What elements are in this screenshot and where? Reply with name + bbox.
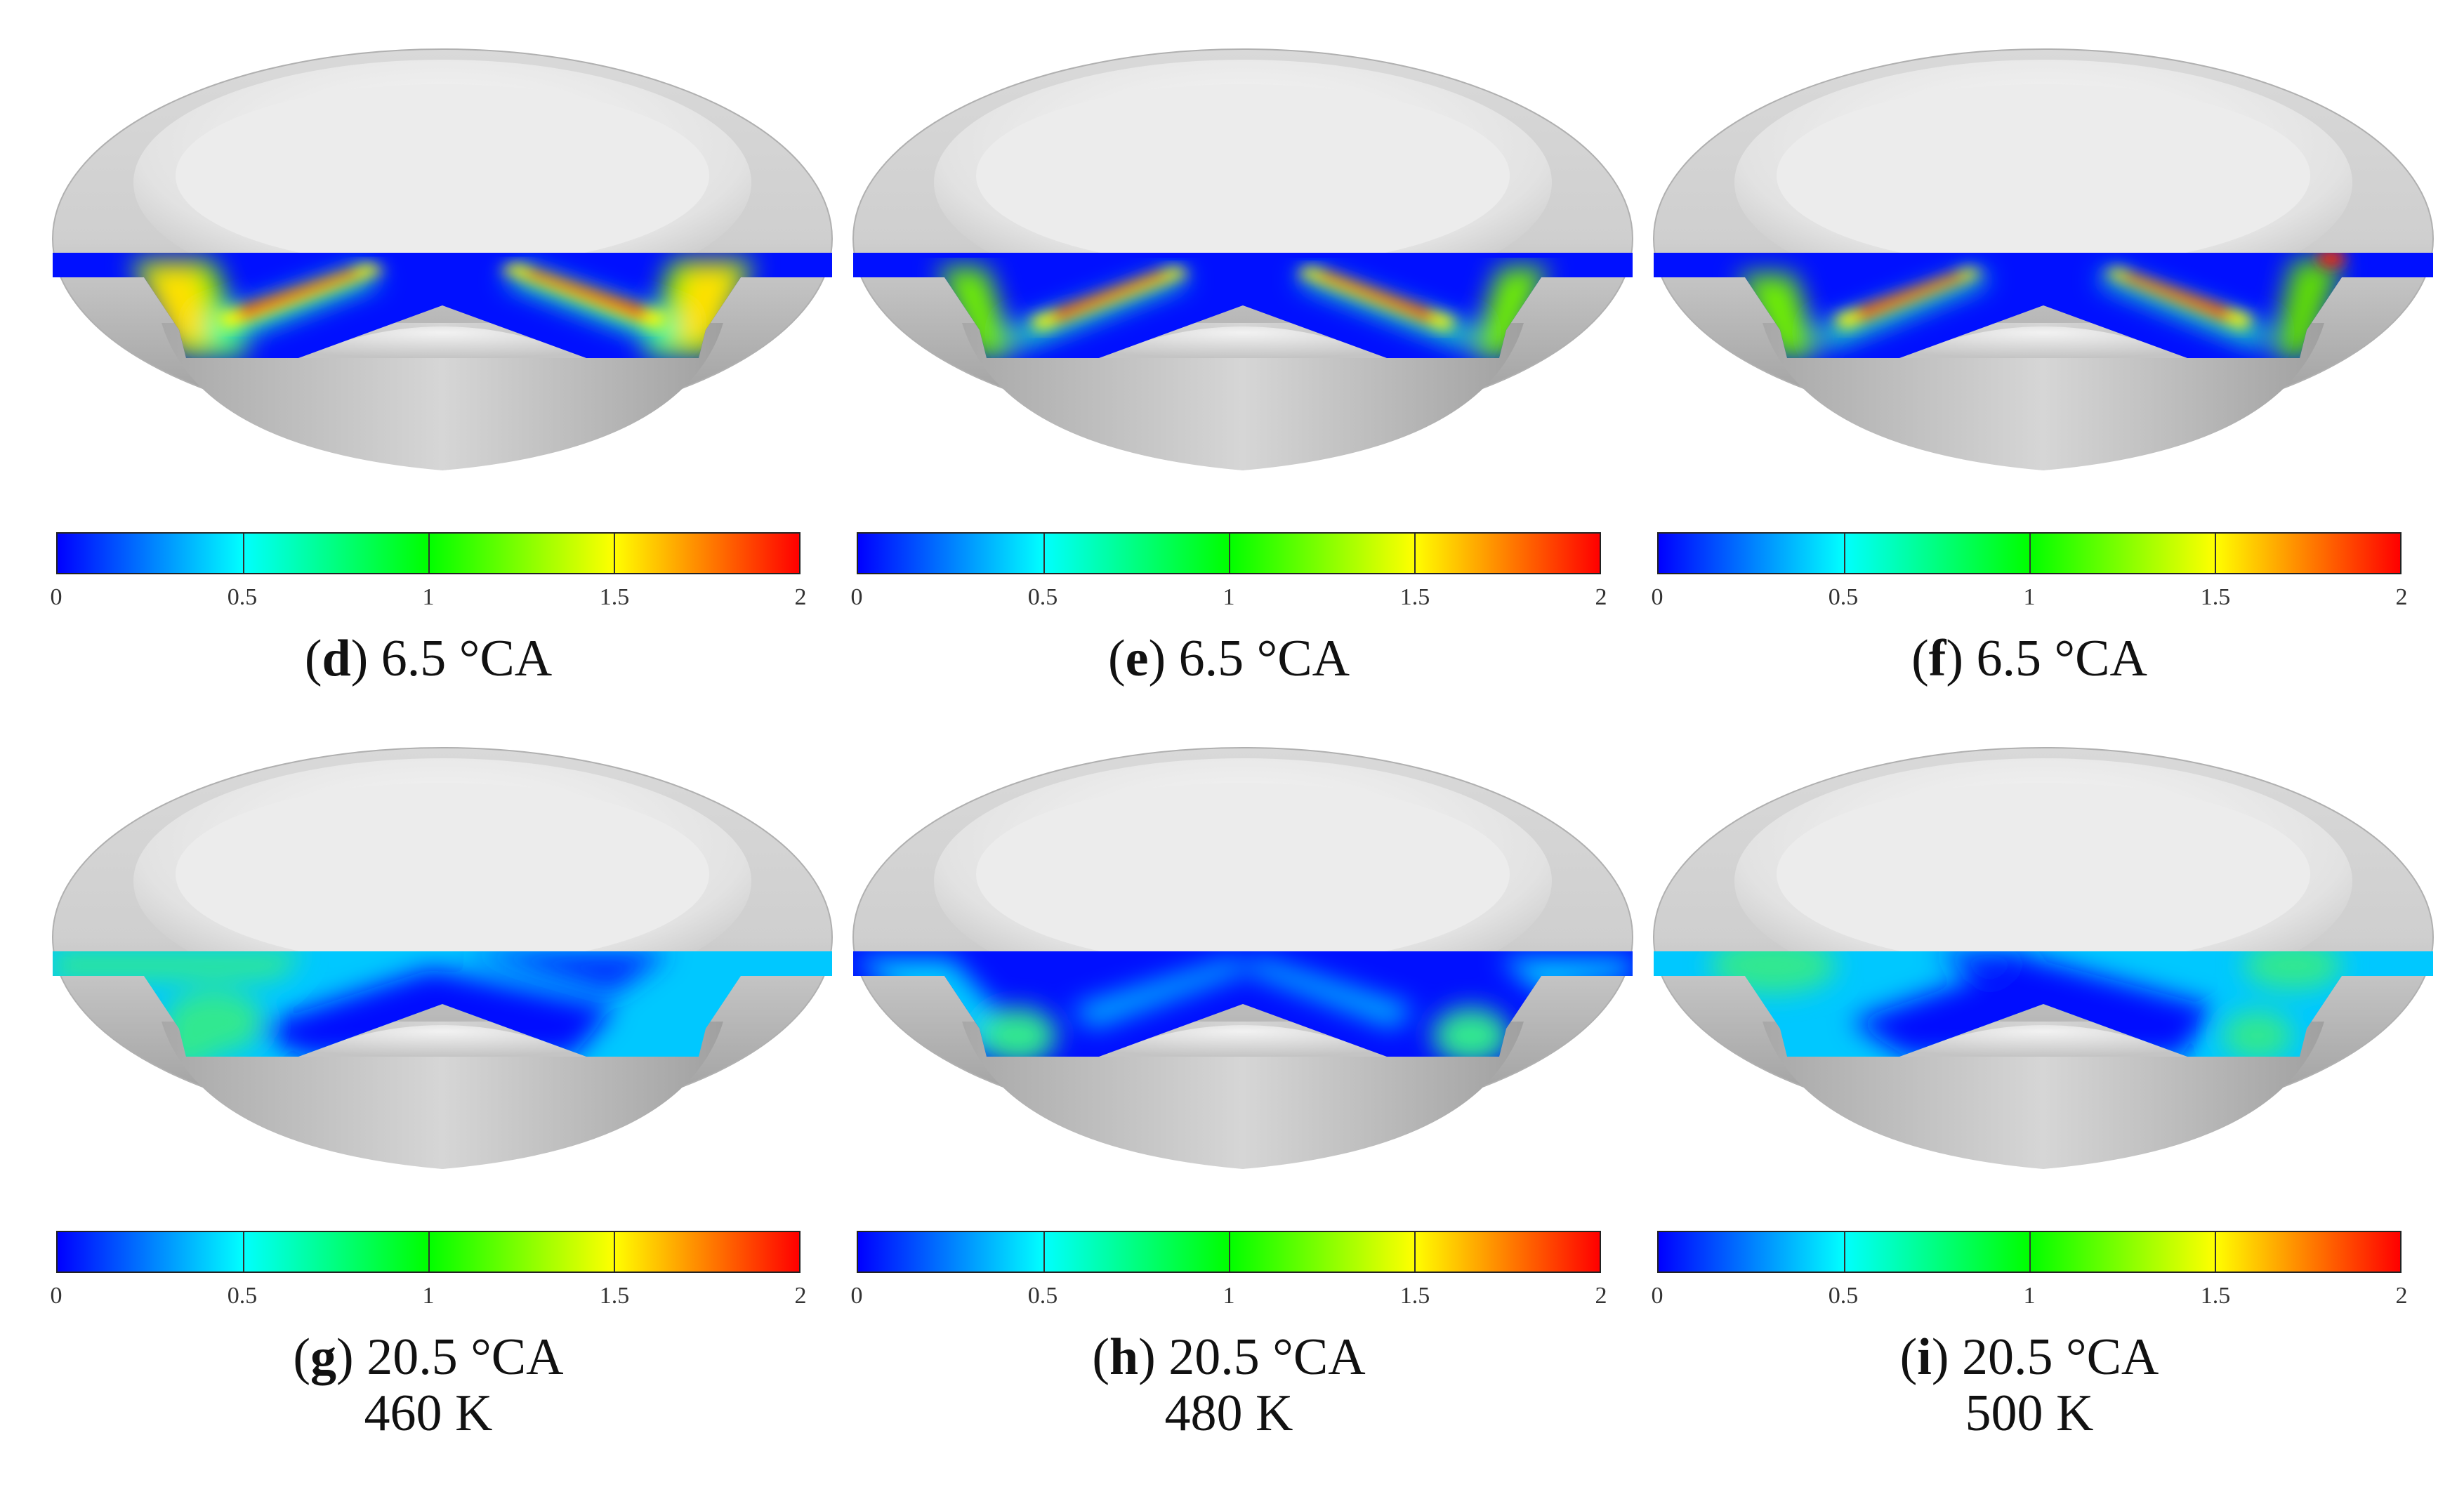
colorbar-tick-label: 1.5 [2200,584,2231,610]
colorbar-tick-label: 2 [2395,584,2408,610]
colorbar-tick-label: 1 [422,584,435,610]
caption-f: (f) 6.5 °CA [1911,630,2147,687]
caption-letter: e [1125,630,1149,687]
panel-d: 0 0.5 1 1.5 2 (d) 6.5 °CA [39,28,846,765]
colorbar-tick-label: 0.5 [1027,1283,1058,1309]
piston-bowl-g [52,747,833,1170]
colorbar-tick-label: 1 [2023,1283,2036,1309]
colorbar-divider [1414,534,1416,573]
panel-g: 0 0.5 1 1.5 2 (g) 20.5 °CA 460 K [39,727,846,1464]
caption-e: (e) 6.5 °CA [1107,630,1350,687]
piston-bowl-e [852,48,1633,471]
caption-letter: i [1917,1328,1932,1386]
caption-angle: 6.5 °CA [1178,630,1350,687]
caption-angle: 6.5 °CA [1976,630,2147,687]
colorbar-tick-label: 0 [1651,1283,1663,1309]
panel-h: 0 0.5 1 1.5 2 (h) 20.5 °CA 480 K [839,727,1647,1464]
colorbar-ticks-d: 0 0.5 1 1.5 2 [51,584,807,619]
colorbar-tick-label: 2 [794,1283,807,1309]
colorbar-tick-label: 0.5 [1828,584,1859,610]
colorbar-tick-label: 2 [794,584,807,610]
panel-f: 0 0.5 1 1.5 2 (f) 6.5 °CA [1640,28,2447,765]
colorbar-tick-label: 0.5 [1027,584,1058,610]
piston-bowl-h [852,747,1633,1170]
colorbar-divider [1229,534,1230,573]
colorbar-divider [243,534,244,573]
colorbar-divider [1043,534,1045,573]
colorbar-tick-label: 0 [50,584,62,610]
panel-e: 0 0.5 1 1.5 2 (e) 6.5 °CA [839,28,1647,765]
colorbar-divider [1043,1232,1045,1271]
colorbar-tick-label: 2 [1595,584,1607,610]
colorbar-tick-label: 1.5 [1399,584,1430,610]
caption-letter: d [322,630,351,687]
colorbar-ticks-e: 0 0.5 1 1.5 2 [851,584,1607,619]
caption-letter: g [310,1328,337,1386]
colorbar-divider [1844,534,1845,573]
colorbar-tick-label: 1.5 [599,584,630,610]
colorbar-g [56,1231,801,1273]
colorbar-ticks-h: 0 0.5 1 1.5 2 [851,1283,1607,1318]
colorbar-divider [243,1232,244,1271]
caption-letter: h [1109,1328,1139,1386]
colorbar-tick-label: 0 [1651,584,1663,610]
caption-g: (g) 20.5 °CA 460 K [293,1328,564,1442]
colorbar-tick-label: 0.5 [227,584,258,610]
colorbar-divider [428,1232,430,1271]
colorbar-tick-label: 1 [2023,584,2036,610]
caption-angle: 20.5 °CA [367,1328,564,1386]
colorbar-tick-label: 1 [422,1283,435,1309]
colorbar-tick-label: 0.5 [1828,1283,1859,1309]
colorbar-divider [614,1232,615,1271]
caption-angle: 6.5 °CA [381,630,553,687]
colorbar-d [56,532,801,574]
colorbar-tick-label: 1 [1223,1283,1235,1309]
caption-angle: 20.5 °CA [1961,1328,2159,1386]
colorbar-divider [2215,534,2216,573]
caption-temperature: 500 K [1965,1385,2094,1442]
colorbar-divider [614,534,615,573]
colorbar-divider [2215,1232,2216,1271]
colorbar-ticks-i: 0 0.5 1 1.5 2 [1652,1283,2408,1318]
piston-bowl-f [1653,48,2434,471]
panel-i: 0 0.5 1 1.5 2 (i) 20.5 °CA 500 K [1640,727,2447,1464]
caption-temperature: 460 K [364,1385,493,1442]
colorbar-divider [1414,1232,1416,1271]
colorbar-tick-label: 1.5 [599,1283,630,1309]
colorbar-divider [2029,1232,2031,1271]
colorbar-i [1657,1231,2402,1273]
colorbar-e [857,532,1601,574]
piston-bowl-d [52,48,833,471]
colorbar-tick-label: 0.5 [227,1283,258,1309]
colorbar-divider [428,534,430,573]
colorbar-ticks-f: 0 0.5 1 1.5 2 [1652,584,2408,619]
colorbar-tick-label: 0 [50,1283,62,1309]
colorbar-divider [1844,1232,1845,1271]
colorbar-divider [2029,534,2031,573]
colorbar-tick-label: 0 [850,584,863,610]
colorbar-f [1657,532,2402,574]
colorbar-tick-label: 1.5 [2200,1283,2231,1309]
caption-letter: f [1928,630,1946,687]
colorbar-ticks-g: 0 0.5 1 1.5 2 [51,1283,807,1318]
caption-d: (d) 6.5 °CA [304,630,553,687]
caption-h: (h) 20.5 °CA 480 K [1092,1328,1366,1442]
colorbar-tick-label: 0 [850,1283,863,1309]
caption-temperature: 480 K [1164,1385,1293,1442]
colorbar-h [857,1231,1601,1273]
colorbar-tick-label: 1 [1223,584,1235,610]
colorbar-tick-label: 2 [2395,1283,2408,1309]
caption-i: (i) 20.5 °CA 500 K [1899,1328,2159,1442]
caption-angle: 20.5 °CA [1168,1328,1366,1386]
colorbar-tick-label: 2 [1595,1283,1607,1309]
colorbar-tick-label: 1.5 [1399,1283,1430,1309]
piston-bowl-i [1653,747,2434,1170]
colorbar-divider [1229,1232,1230,1271]
